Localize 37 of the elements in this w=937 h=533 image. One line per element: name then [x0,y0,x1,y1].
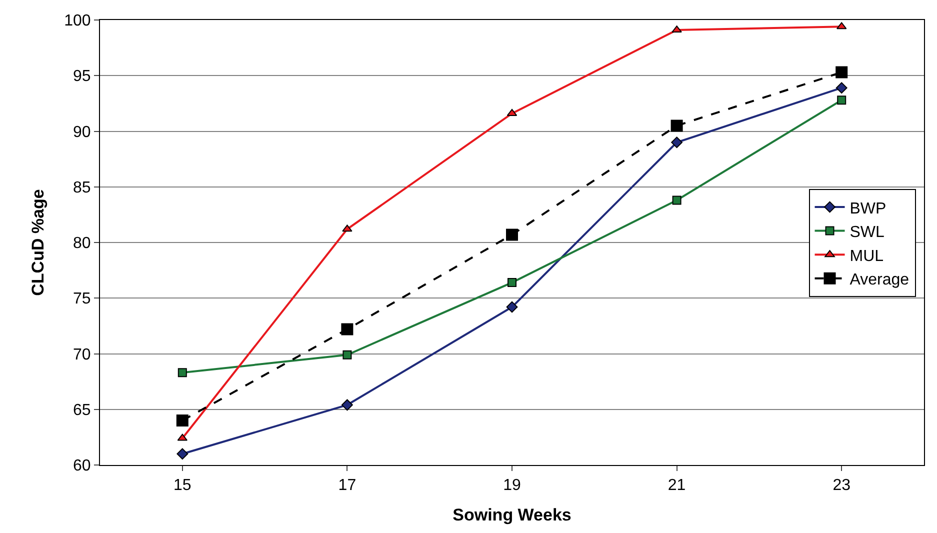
y-tick-label: 85 [73,179,91,196]
point [506,228,518,241]
x-axis-title: Sowing Weeks [452,506,572,525]
x-tick-label: 23 [832,477,851,494]
point [342,399,353,411]
legend-label: BWP [850,200,886,218]
legend-label: MUL [850,248,884,265]
point [837,96,846,105]
point [672,196,682,205]
point [506,301,518,313]
point [836,66,848,78]
y-tick-label: 95 [73,68,91,86]
x-tick-label: 21 [668,477,686,494]
point [836,82,848,94]
point [176,414,188,426]
x-tick-label: 15 [174,477,192,494]
y-tick-label: 100 [64,12,91,30]
y-tick-label: 90 [73,124,91,141]
legend-label: Average [850,272,910,289]
point [176,448,188,460]
y-axis-title: CLCuD %age [28,189,48,296]
point [341,323,354,336]
y-tick-label: 75 [73,290,91,308]
point [671,136,682,148]
legend-label: SWL [850,224,885,242]
y-tick-label: 70 [73,346,91,364]
y-tick-label: 80 [73,235,91,252]
point [342,224,352,232]
point [672,26,682,33]
y-tick-label: 60 [73,458,91,475]
point [508,278,516,288]
x-tick-label: 17 [338,477,356,494]
point [342,350,352,360]
x-tick-label: 19 [503,477,521,494]
point [178,368,187,378]
y-tick-label: 65 [73,402,91,419]
point [670,120,683,132]
